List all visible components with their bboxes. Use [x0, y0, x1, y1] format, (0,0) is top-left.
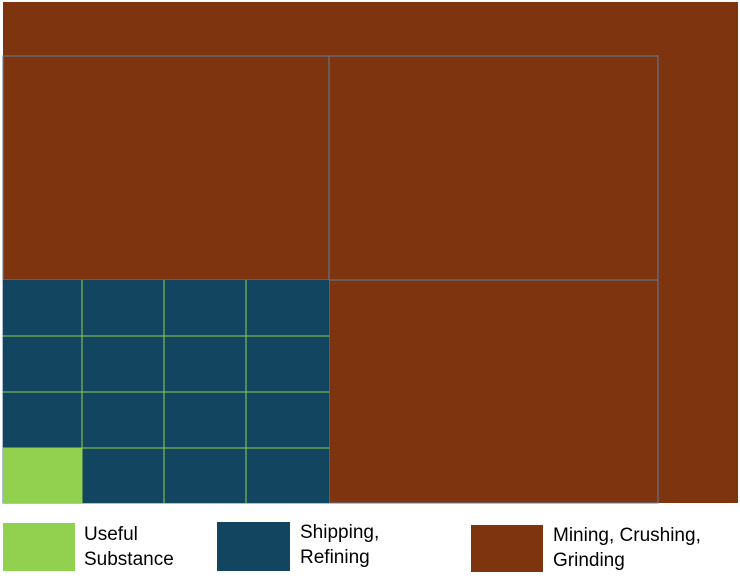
proportion-diagram — [2, 2, 738, 504]
legend-label: Useful Substance — [84, 524, 174, 570]
legend-label: Mining, Crushing, Grinding — [553, 525, 701, 571]
legend-label: Shipping, Refining — [300, 522, 380, 568]
useful-area — [3, 448, 82, 503]
legend-swatch — [471, 525, 543, 572]
inner-grid — [3, 280, 329, 503]
legend-swatch — [3, 523, 75, 571]
legend-swatch — [217, 522, 290, 571]
